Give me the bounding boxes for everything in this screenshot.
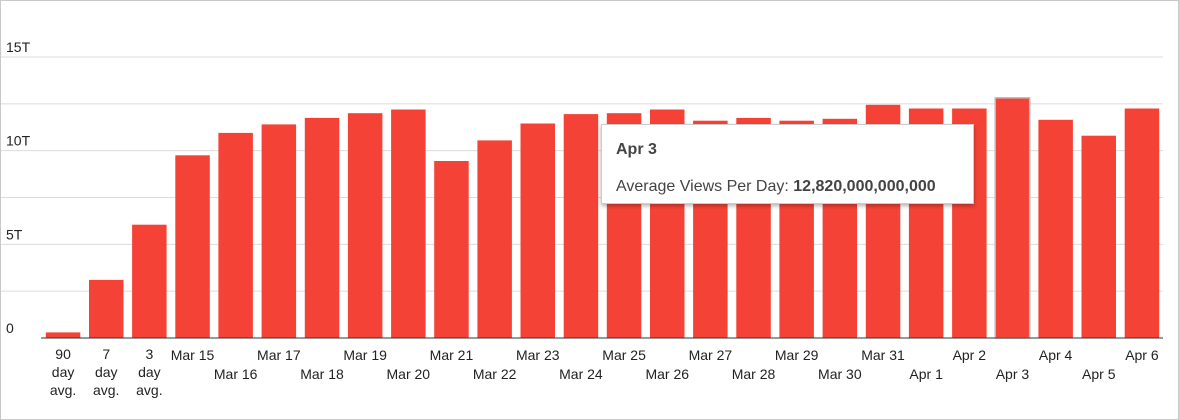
x-tick-label: 3 day avg. (136, 346, 162, 398)
tooltip-body: Average Views Per Day: 12,820,000,000,00… (616, 178, 959, 196)
bar-series[interactable] (45, 97, 1160, 339)
x-tick-label: Mar 22 (473, 366, 517, 382)
x-tick-label: Apr 4 (1039, 347, 1073, 363)
tooltip-value: 12,820,000,000,000 (793, 178, 936, 195)
bar[interactable] (1038, 119, 1073, 338)
x-tick-label: Mar 23 (516, 347, 560, 363)
x-tick-label: 7 day avg. (93, 346, 119, 398)
y-tick-label: 10T (6, 133, 31, 149)
bar[interactable] (261, 124, 297, 339)
bar[interactable] (434, 161, 469, 338)
bar[interactable] (563, 114, 599, 338)
x-tick-label: Mar 20 (387, 366, 431, 382)
x-tick-label: Mar 21 (430, 347, 474, 363)
tooltip: Apr 3 Average Views Per Day: 12,820,000,… (601, 124, 974, 204)
x-tick-label: Apr 6 (1125, 347, 1159, 363)
x-tick-label: 90 day avg. (50, 346, 76, 398)
tooltip-label: Average Views Per Day: (616, 178, 789, 195)
x-tick-label: Mar 27 (689, 347, 733, 363)
bar[interactable] (1081, 135, 1117, 338)
x-tick-label: Mar 16 (214, 366, 258, 382)
x-tick-label: Apr 2 (953, 347, 987, 363)
x-tick-label: Mar 19 (343, 347, 387, 363)
bar[interactable] (89, 279, 124, 338)
y-tick-label: 0 (6, 320, 14, 336)
x-axis-ticks: 90 day avg. 7 day avg. 3 day avg. Mar 15 Mar 16 Mar… (50, 346, 1159, 398)
x-tick-label: Mar 24 (559, 366, 603, 382)
bar[interactable] (477, 140, 512, 338)
x-tick-label: Apr 3 (996, 366, 1030, 382)
x-tick-label: Apr 1 (909, 366, 943, 382)
x-tick-label: Mar 29 (775, 347, 819, 363)
x-tick-label: Mar 18 (300, 366, 344, 382)
bar[interactable] (218, 132, 253, 338)
bar[interactable] (132, 224, 167, 338)
x-tick-label: Mar 25 (602, 347, 646, 363)
x-tick-label: Apr 5 (1082, 366, 1116, 382)
bar[interactable] (520, 123, 556, 339)
y-tick-label: 15T (6, 39, 31, 55)
bar[interactable] (347, 113, 383, 338)
x-tick-label: Mar 31 (861, 347, 905, 363)
y-axis-ticks: 0 5T 10T 15T (6, 39, 31, 336)
bar[interactable] (175, 155, 210, 338)
bar[interactable] (304, 117, 340, 339)
tooltip-title: Apr 3 (616, 141, 657, 158)
x-tick-label: Mar 15 (171, 347, 215, 363)
x-tick-label: Mar 28 (732, 366, 776, 382)
x-tick-label: Mar 30 (818, 366, 862, 382)
bar[interactable] (391, 109, 426, 339)
x-tick-label: Mar 26 (645, 366, 689, 382)
bar[interactable] (994, 97, 1031, 339)
y-tick-label: 5T (6, 226, 23, 242)
bar[interactable] (1124, 108, 1160, 339)
x-tick-label: Mar 17 (257, 347, 301, 363)
bar[interactable] (45, 332, 81, 338)
